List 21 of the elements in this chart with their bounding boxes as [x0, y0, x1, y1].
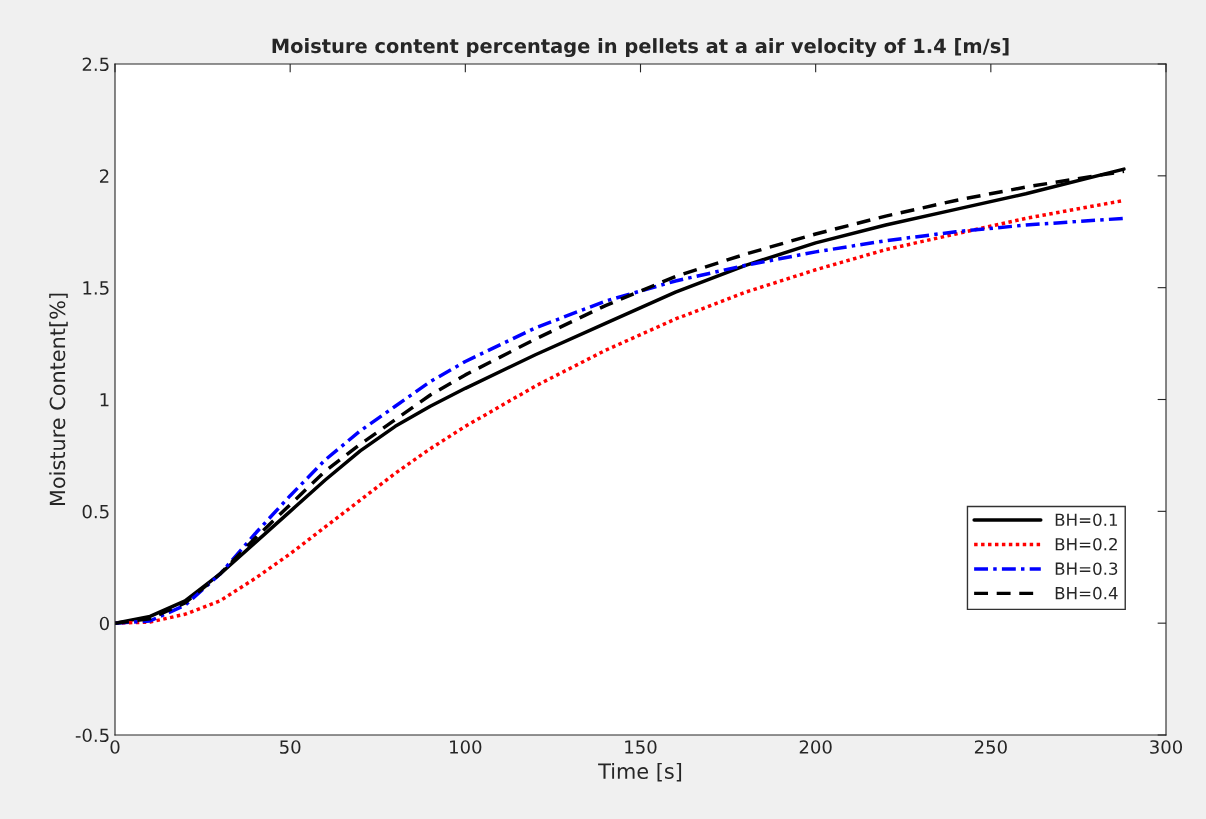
legend-label: BH=0.4 [1055, 586, 1118, 600]
legend-label: BH=0.2 [1055, 537, 1117, 551]
legend-label: BH=0.1 [1055, 513, 1118, 527]
x-tick-label: 200 [799, 740, 832, 754]
y-tick-label: 0 [99, 616, 109, 631]
y-tick-label: -0.5 [75, 728, 109, 743]
y-tick-label: 0.5 [82, 504, 109, 519]
x-tick-label: 150 [625, 740, 657, 754]
x-tick-label: 250 [974, 740, 1007, 754]
chart-title: Moisture content percentage in pellets at a air velocity of 1.4 [m/s] [272, 38, 1009, 58]
y-tick-label: 2.5 [82, 57, 109, 72]
x-tick-label: 0 [110, 740, 120, 754]
y-tick-label: 1 [100, 393, 109, 407]
legend-label: BH=0.3 [1055, 562, 1118, 575]
x-tick-label: 100 [450, 740, 482, 754]
x-axis-title: Time [s] [598, 762, 682, 782]
y-tick-label: 2 [99, 169, 109, 183]
x-tick-label: 50 [280, 740, 301, 754]
y-axis-title: Moisture Content[%] [49, 293, 68, 506]
x-tick-label: 300 [1150, 740, 1183, 754]
y-tick-label: 1.5 [83, 281, 109, 295]
